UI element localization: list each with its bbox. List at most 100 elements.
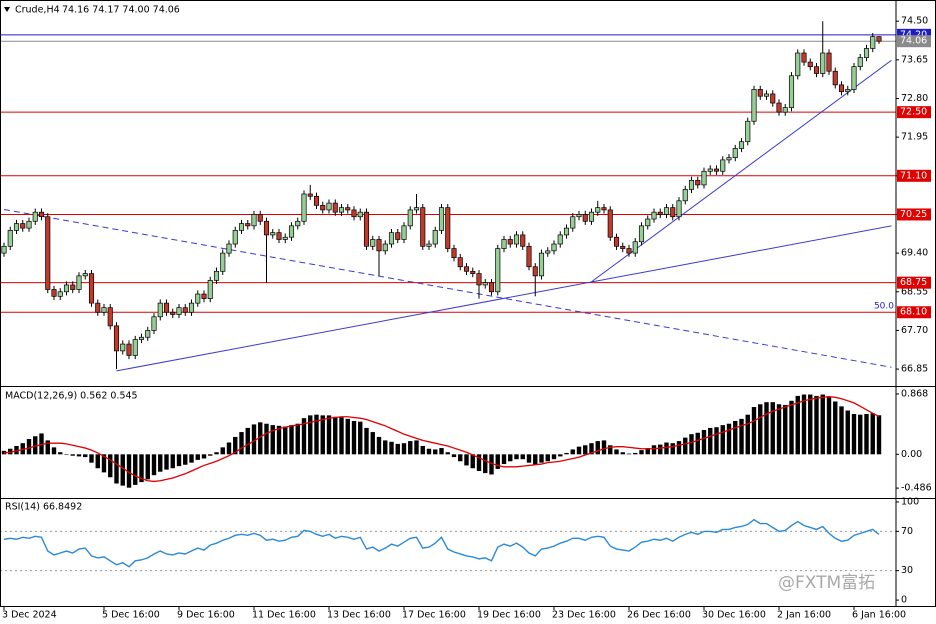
candle-body — [563, 227, 570, 236]
candle-body — [826, 52, 832, 72]
candle-body — [82, 273, 88, 277]
candle-body — [813, 66, 820, 74]
candle-body — [13, 223, 20, 231]
candle-body — [45, 216, 51, 290]
macd-bar — [589, 443, 594, 455]
macd-bar — [395, 443, 400, 455]
candle-body — [226, 243, 232, 254]
macd-bar — [526, 454, 532, 463]
candle-body — [238, 223, 245, 231]
candle-body — [601, 207, 607, 211]
candle-body — [338, 207, 345, 213]
macd-bar — [33, 436, 38, 455]
macd-bar — [720, 425, 725, 455]
macd-bar — [564, 452, 569, 455]
macd-bar — [470, 454, 475, 469]
candle-body — [688, 180, 695, 190]
macd-bar — [664, 442, 669, 455]
macd-bar — [745, 414, 750, 455]
macd-bar — [614, 449, 619, 455]
macd-bar — [376, 436, 382, 455]
x-tick-label: 2 Jan 16:00 — [777, 610, 831, 621]
macd-bar — [789, 400, 794, 455]
macd-bar — [439, 448, 444, 455]
x-tick-label: 30 Dec 16:00 — [702, 610, 766, 621]
candle-body — [151, 316, 157, 331]
macd-bar — [145, 454, 150, 480]
macd-bar — [133, 454, 138, 485]
macd-bar — [445, 452, 450, 455]
candle-body — [357, 211, 363, 218]
macd-bar — [170, 454, 175, 469]
candle-body — [745, 120, 751, 143]
candle-body — [163, 302, 170, 313]
macd-bar — [683, 437, 688, 455]
level-label: 71.10 — [900, 170, 927, 181]
macd-bar — [608, 445, 613, 455]
candle-body — [101, 307, 107, 313]
macd-bar — [220, 447, 225, 455]
candle-body — [651, 211, 657, 220]
y-tick-label: 30 — [901, 565, 913, 576]
candle-body — [695, 180, 701, 186]
candle-body — [26, 220, 32, 229]
candle-body — [451, 248, 457, 259]
y-tick-label: 66.85 — [901, 364, 928, 375]
pane — [0, 518, 896, 572]
candle-body — [582, 214, 588, 222]
macd-bar — [70, 454, 75, 456]
candle-body — [801, 52, 807, 63]
macd-bar — [195, 454, 200, 460]
macd-bar — [108, 454, 113, 478]
candle-body — [807, 61, 813, 68]
candle-body — [126, 343, 132, 356]
macd-bar — [751, 407, 757, 455]
candle-body — [595, 207, 601, 213]
macd-bar — [101, 454, 107, 473]
candle-body — [313, 195, 320, 206]
macd-bar — [533, 454, 538, 465]
macd-bar — [401, 443, 407, 455]
candle-body — [663, 207, 670, 215]
x-tick-label: 11 Dec 16:00 — [252, 610, 316, 621]
candle-body — [395, 232, 401, 240]
macd-bar — [558, 454, 563, 457]
candle-body — [532, 266, 538, 277]
macd-bar — [414, 440, 419, 455]
candle-body — [476, 273, 482, 286]
trend-line — [116, 225, 892, 372]
candle-body — [463, 266, 470, 272]
macd-bar — [20, 443, 25, 455]
candle-body — [1, 245, 7, 254]
candle-body — [307, 193, 313, 197]
candle-body — [220, 252, 226, 272]
macd-bar — [458, 454, 463, 462]
x-tick-label: 19 Dec 16:00 — [477, 610, 541, 621]
candle-body — [332, 202, 338, 213]
macd-bar — [476, 454, 482, 472]
candle-body — [351, 209, 357, 218]
macd-bar — [658, 444, 663, 455]
macd-bar — [858, 414, 863, 455]
candle-body — [526, 245, 532, 268]
candle-body — [626, 248, 632, 254]
macd-bar — [670, 443, 675, 455]
candle-body — [370, 239, 376, 247]
macd-bar — [345, 418, 350, 455]
macd-bar — [333, 416, 338, 455]
macd-bar — [739, 418, 744, 455]
candle-body — [782, 107, 788, 113]
candle-body — [607, 209, 613, 238]
macd-bar — [320, 415, 325, 455]
menu-triangle[interactable] — [4, 7, 10, 12]
macd-bar — [820, 394, 825, 455]
candle-body — [788, 75, 795, 108]
candle-body — [457, 257, 463, 268]
macd-bar — [264, 423, 269, 455]
candle-body — [863, 48, 870, 58]
level-label: 74.20 — [900, 29, 927, 40]
macd-bar — [314, 414, 319, 455]
candle-body — [763, 93, 770, 97]
macd-bar — [14, 445, 19, 455]
